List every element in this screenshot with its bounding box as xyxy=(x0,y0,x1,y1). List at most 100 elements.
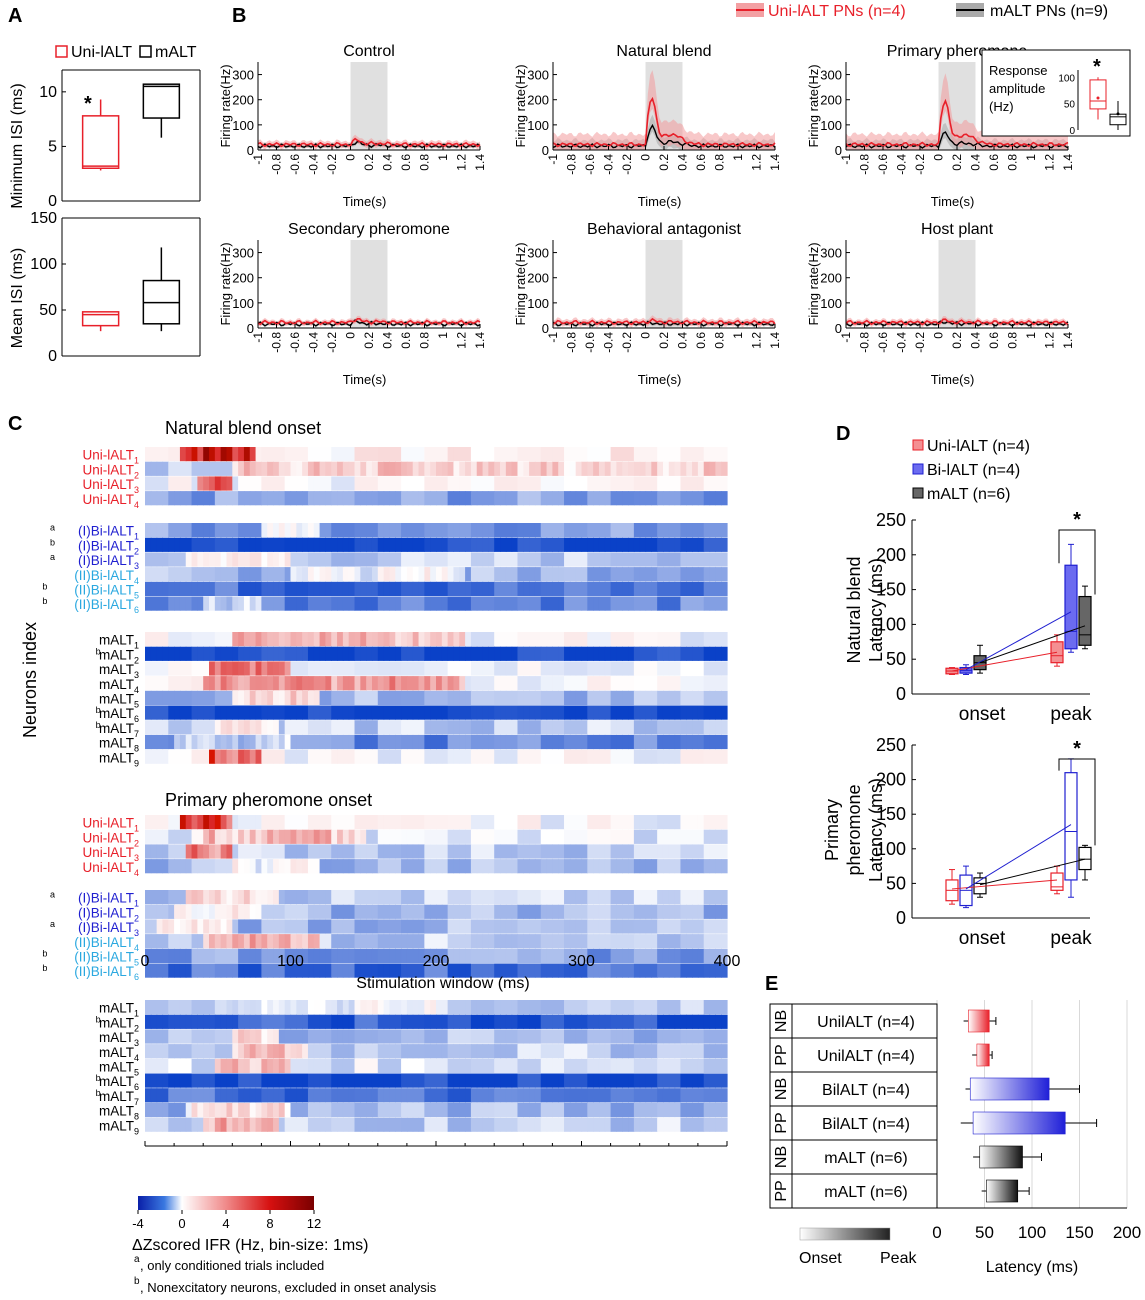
heatmap-cell xyxy=(302,552,309,567)
heatmap-cell xyxy=(610,705,618,720)
heatmap-cell xyxy=(395,720,402,735)
heatmap-cell xyxy=(465,596,472,611)
heatmap-cell xyxy=(540,1088,548,1103)
heatmap-cell xyxy=(360,1073,367,1088)
x-axis-label: Time(s) xyxy=(638,194,682,209)
heatmap-cell xyxy=(203,690,210,705)
heatmap-cell xyxy=(156,890,164,905)
heatmap-cell xyxy=(692,1000,699,1015)
heatmap-cell xyxy=(441,1088,449,1103)
heatmap-cell xyxy=(220,661,228,676)
heatmap-cell xyxy=(616,829,623,844)
heatmap-cell xyxy=(558,934,565,949)
heatmap-cell xyxy=(500,461,507,476)
row-label: (I)Bi-lALT1 xyxy=(78,891,139,909)
heatmap-cell xyxy=(307,948,315,963)
heatmap-cell xyxy=(383,596,391,611)
heatmap-cell xyxy=(581,537,588,552)
heatmap-cell xyxy=(209,844,216,859)
heatmap-cell xyxy=(243,844,251,859)
heatmap-cell xyxy=(616,567,623,582)
heatmap-cell xyxy=(447,523,455,538)
heatmap-cell xyxy=(424,1102,431,1118)
heatmap-cell xyxy=(662,844,670,859)
heatmap-cell xyxy=(697,859,705,874)
heatmap-cell xyxy=(191,1000,198,1015)
heatmap-cell xyxy=(569,646,577,661)
heatmap-cell xyxy=(668,815,676,830)
heatmap-cell xyxy=(156,1014,164,1029)
heatmap-cell xyxy=(604,934,612,949)
heatmap-cell xyxy=(150,919,158,934)
heatmap-cell xyxy=(598,734,606,750)
heatmap-cell xyxy=(249,844,257,859)
heatmap-cell xyxy=(715,1058,722,1073)
heatmap-cell xyxy=(505,948,513,963)
heatmap-cell xyxy=(593,1088,600,1103)
heatmap-cell xyxy=(273,476,280,491)
heatmap-cell xyxy=(150,523,158,538)
xlabel-c: Stimulation window (ms) xyxy=(356,975,529,992)
heatmap-cell xyxy=(261,581,268,596)
row-footnote-mark: b xyxy=(42,596,47,606)
heatmap-cell xyxy=(616,844,623,859)
heatmap-cell xyxy=(150,720,158,735)
heatmap-cell xyxy=(581,919,588,934)
heatmap-cell xyxy=(267,581,274,596)
uni-mean-line xyxy=(257,317,481,326)
heatmap-cell xyxy=(488,491,495,506)
heatmap-cell xyxy=(546,844,553,859)
heatmap-cell xyxy=(220,646,228,661)
heatmap-cell xyxy=(709,934,716,949)
heatmap-cell xyxy=(261,1102,268,1118)
heatmap-cell xyxy=(587,859,594,874)
heatmap-cell xyxy=(482,720,489,735)
heatmap-cell xyxy=(267,690,274,705)
heatmap-cell xyxy=(465,690,472,705)
heatmap-cell xyxy=(523,720,530,735)
heatmap-cell xyxy=(686,661,693,676)
heatmap-cell xyxy=(366,963,373,978)
heatmap-cell xyxy=(459,537,466,552)
heatmap-cell xyxy=(692,1102,699,1118)
heatmap-cell xyxy=(633,963,641,978)
heatmap-cell xyxy=(488,537,495,552)
heatmap-cell xyxy=(337,676,344,691)
heatmap-cell xyxy=(552,676,559,691)
heatmap-cell xyxy=(476,1029,484,1044)
ylabel-d-top-2: Latency (ms) xyxy=(866,558,886,662)
heatmap-cell xyxy=(348,720,356,735)
heatmap-cell xyxy=(331,1014,338,1029)
heatmap-cell xyxy=(593,904,600,919)
heatmap-cell xyxy=(639,1029,647,1044)
heatmap-cell xyxy=(657,1088,664,1103)
heatmap-cell xyxy=(220,890,228,905)
heatmap-cell xyxy=(709,491,716,506)
heatmap-cell xyxy=(162,844,169,859)
heatmap-cell xyxy=(418,661,425,676)
heatmap-cell xyxy=(703,1058,711,1073)
heatmap-cell xyxy=(302,461,309,476)
heatmap-cell xyxy=(261,904,268,919)
heatmap-cell xyxy=(371,734,379,750)
heatmap-cell xyxy=(296,552,303,567)
heatmap-cell xyxy=(150,491,158,506)
heatmap-cell xyxy=(598,829,606,844)
heatmap-cell xyxy=(209,537,216,552)
heatmap-cell xyxy=(383,523,391,538)
heatmap-cell xyxy=(692,476,699,491)
heatmap-cell xyxy=(337,552,344,567)
heatmap-cell xyxy=(674,1000,682,1015)
heatmap-cell xyxy=(371,1044,379,1059)
heatmap-cell xyxy=(162,690,169,705)
heatmap-cell xyxy=(715,904,722,919)
heatmap-cell xyxy=(598,690,606,705)
row-footnote-mark: b xyxy=(96,646,101,656)
heatmap-cell xyxy=(284,581,292,596)
heatmap-cell xyxy=(214,552,222,567)
heatmap-cell xyxy=(436,661,443,676)
heatmap-cell xyxy=(511,567,519,582)
heatmap-cell xyxy=(593,567,600,582)
